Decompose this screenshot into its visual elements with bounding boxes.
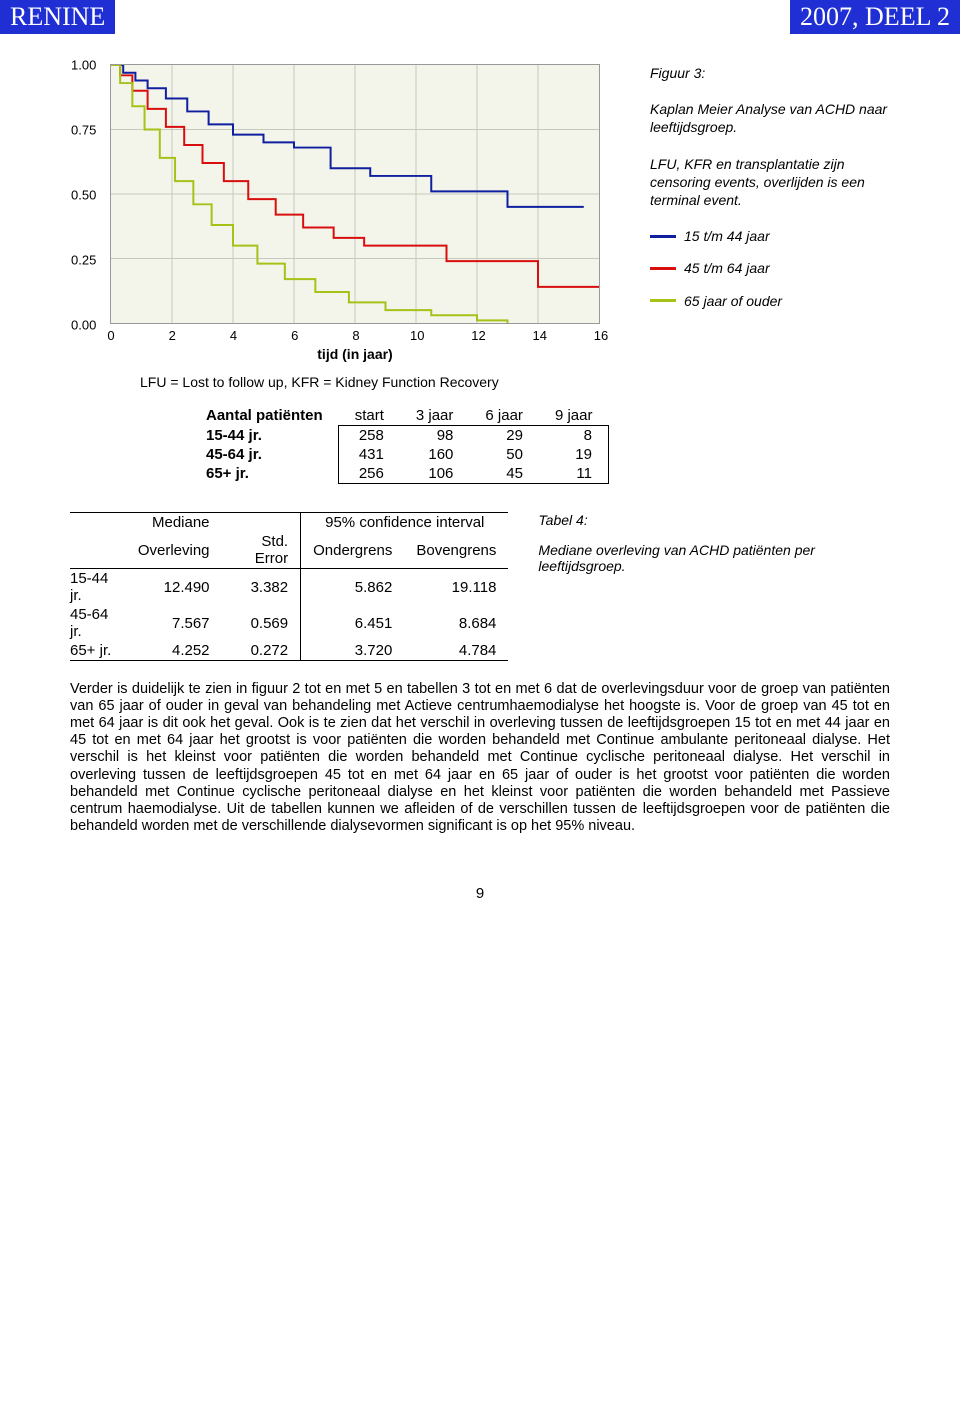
table1-cell: 19 (539, 445, 609, 464)
table1-cell: 98 (400, 426, 470, 446)
table1-cell: 11 (539, 464, 609, 484)
figure-number: Figuur 3: (650, 64, 890, 82)
lfu-note: LFU = Lost to follow up, KFR = Kidney Fu… (140, 374, 890, 390)
t2-cell: 8.684 (404, 605, 508, 641)
t2-row-label: 15-44 jr. (70, 569, 126, 606)
table1-cell: 106 (400, 464, 470, 484)
t2-h-mediane: Mediane (126, 513, 222, 533)
table1-col-header: 3 jaar (400, 406, 470, 426)
figure-caption-2: LFU, KFR en transplantatie zijn censorin… (650, 155, 890, 210)
t2-cell: 0.272 (222, 641, 301, 661)
y-tick-label: 1.00 (71, 58, 96, 73)
t2-cell: 3.720 (301, 641, 405, 661)
t2-cell: 12.490 (126, 569, 222, 606)
header-left: RENINE (0, 0, 115, 34)
t2-h-ci: 95% confidence interval (301, 513, 509, 533)
table1-row-label: 65+ jr. (190, 464, 339, 484)
table1-cell: 431 (339, 445, 400, 464)
table1-cell: 258 (339, 426, 400, 446)
patients-table: Aantal patiëntenstart3 jaar6 jaar9 jaar 1… (190, 406, 609, 484)
table1-cell: 256 (339, 464, 400, 484)
y-tick-label: 0.00 (71, 318, 96, 333)
legend-item: 65 jaar of ouder (650, 292, 890, 310)
table1-cell: 50 (469, 445, 539, 464)
t2-row-label: 45-64 jr. (70, 605, 126, 641)
x-tick-label: 16 (594, 328, 608, 343)
page-number: 9 (0, 855, 960, 932)
table2-caption: Tabel 4: Mediane overleving van ACHD pat… (538, 512, 890, 574)
km-chart: 1.000.750.500.250.000246810121416 tijd (… (70, 64, 630, 362)
table1-cell: 160 (400, 445, 470, 464)
t2-cell: 7.567 (126, 605, 222, 641)
t2-cell: 19.118 (404, 569, 508, 606)
legend-label: 45 t/m 64 jaar (684, 259, 770, 277)
table1-col-header: 9 jaar (539, 406, 609, 426)
table1-cell: 8 (539, 426, 609, 446)
body-paragraph: Verder is duidelijk te zien in figuur 2 … (70, 681, 890, 835)
x-tick-label: 0 (107, 328, 114, 343)
t2-cell: 4.252 (126, 641, 222, 661)
y-tick-label: 0.75 (71, 123, 96, 138)
t2-cell: 4.784 (404, 641, 508, 661)
table1-header-label: Aantal patiënten (190, 406, 339, 426)
table2-caption-text: Mediane overleving van ACHD patiënten pe… (538, 542, 890, 574)
t2-cell: 0.569 (222, 605, 301, 641)
table1-col-header: start (339, 406, 400, 426)
table1-col-header: 6 jaar (469, 406, 539, 426)
t2-cell: 6.451 (301, 605, 405, 641)
page-header: RENINE 2007, DEEL 2 (0, 0, 960, 34)
x-tick-label: 4 (230, 328, 237, 343)
t2-cell: 3.382 (222, 569, 301, 606)
table1-row-label: 45-64 jr. (190, 445, 339, 464)
legend-item: 45 t/m 64 jaar (650, 259, 890, 277)
table2-caption-num: Tabel 4: (538, 512, 890, 528)
t2-h-hi: Bovengrens (404, 532, 508, 569)
table1-cell: 29 (469, 426, 539, 446)
x-tick-label: 6 (291, 328, 298, 343)
y-tick-label: 0.50 (71, 188, 96, 203)
t2-h-se: Std. Error (222, 532, 301, 569)
legend-swatch (650, 299, 676, 302)
median-survival-table: Mediane 95% confidence interval Overleving… (70, 512, 508, 661)
x-tick-label: 10 (410, 328, 424, 343)
t2-h-overleving: Overleving (126, 532, 222, 569)
x-tick-label: 8 (352, 328, 359, 343)
legend-label: 15 t/m 44 jaar (684, 227, 770, 245)
x-tick-label: 2 (169, 328, 176, 343)
x-tick-label: 14 (533, 328, 547, 343)
chart-legend: 15 t/m 44 jaar 45 t/m 64 jaar 65 jaar of o… (650, 227, 890, 310)
t2-cell: 5.862 (301, 569, 405, 606)
table1-cell: 45 (469, 464, 539, 484)
legend-item: 15 t/m 44 jaar (650, 227, 890, 245)
figure-caption-1: Kaplan Meier Analyse van ACHD naar leeft… (650, 100, 890, 136)
table1-row-label: 15-44 jr. (190, 426, 339, 446)
t2-row-label: 65+ jr. (70, 641, 126, 661)
x-tick-label: 12 (471, 328, 485, 343)
legend-label: 65 jaar of ouder (684, 292, 782, 310)
t2-h-lo: Ondergrens (301, 532, 405, 569)
legend-swatch (650, 267, 676, 270)
legend-swatch (650, 235, 676, 238)
y-tick-label: 0.25 (71, 253, 96, 268)
header-right: 2007, DEEL 2 (790, 0, 960, 34)
chart-x-title: tijd (in jaar) (110, 346, 600, 362)
